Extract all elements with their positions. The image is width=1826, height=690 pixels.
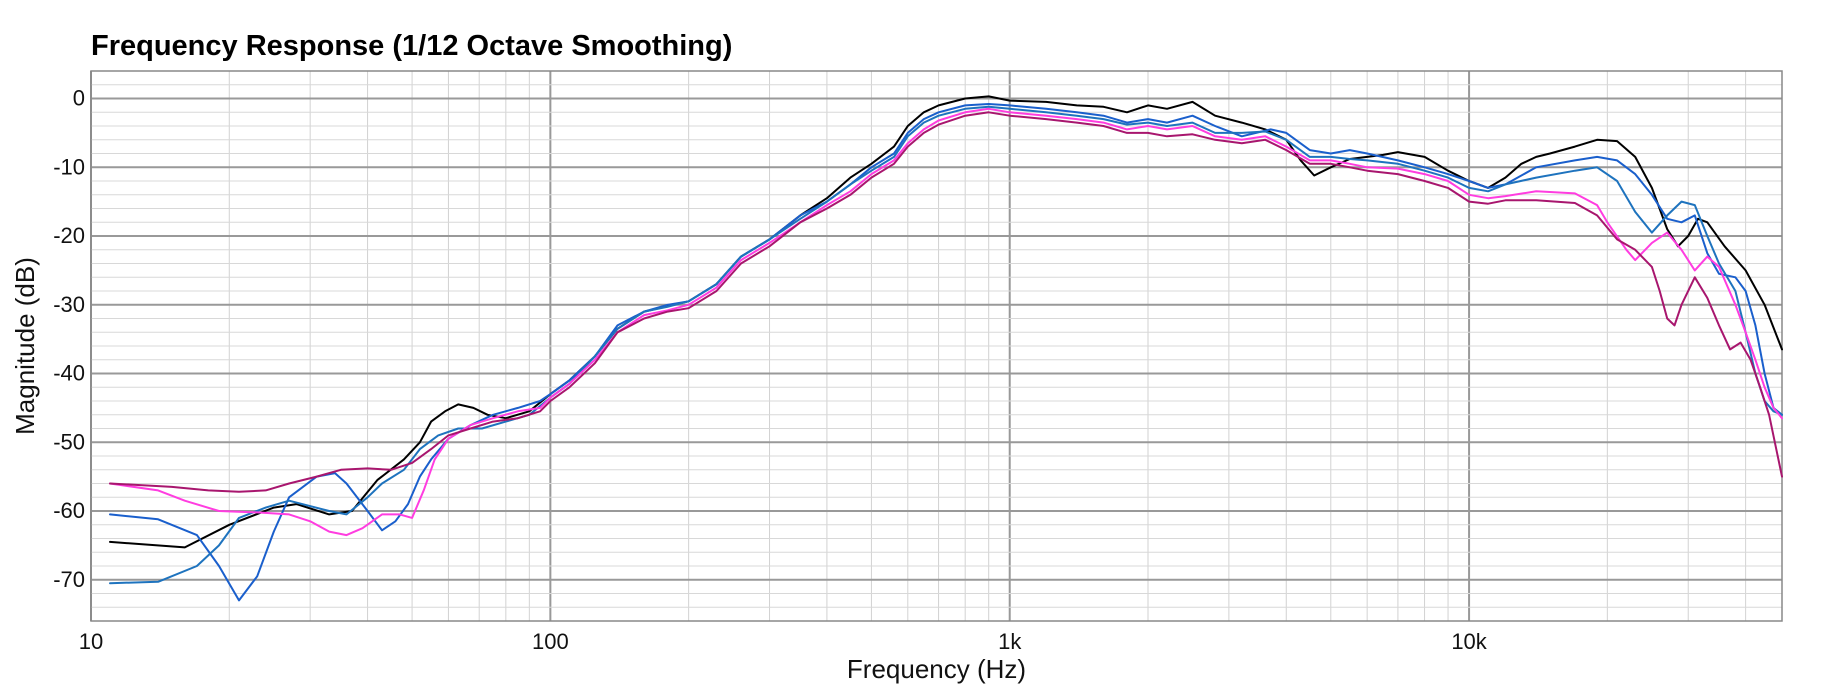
- tick-labels: 10 100 1k 10k 0 -10 -20 -30 -40 -50 -60 -70: [53, 86, 1488, 655]
- y-tick-label: -30: [53, 292, 85, 317]
- series-line-5: [109, 111, 1783, 493]
- x-axis-label: Frequency (Hz): [847, 654, 1026, 684]
- plot-frame: [90, 70, 1783, 622]
- y-tick-label: -50: [53, 429, 85, 454]
- y-tick-label: -70: [53, 567, 85, 592]
- chart-title: Frequency Response (1/12 Octave Smoothin…: [91, 30, 733, 62]
- x-tick-label: 100: [532, 629, 569, 654]
- x-tick-label: 10k: [1451, 629, 1487, 654]
- y-tick-label: 0: [73, 86, 85, 111]
- y-axis-label: Magnitude (dB): [10, 257, 40, 435]
- x-tick-label: 1k: [998, 629, 1022, 654]
- y-tick-label: -60: [53, 498, 85, 523]
- x-tick-label: 10: [79, 629, 103, 654]
- series-line-1: [109, 95, 1783, 549]
- series-lines: [109, 95, 1783, 602]
- grid: [90, 70, 1782, 622]
- series-line-2: [109, 103, 1783, 602]
- y-tick-label: -20: [53, 223, 85, 248]
- series-line-3: [109, 105, 1783, 585]
- series-line-4: [109, 107, 1783, 537]
- y-tick-label: -10: [53, 154, 85, 179]
- y-tick-label: -40: [53, 361, 85, 386]
